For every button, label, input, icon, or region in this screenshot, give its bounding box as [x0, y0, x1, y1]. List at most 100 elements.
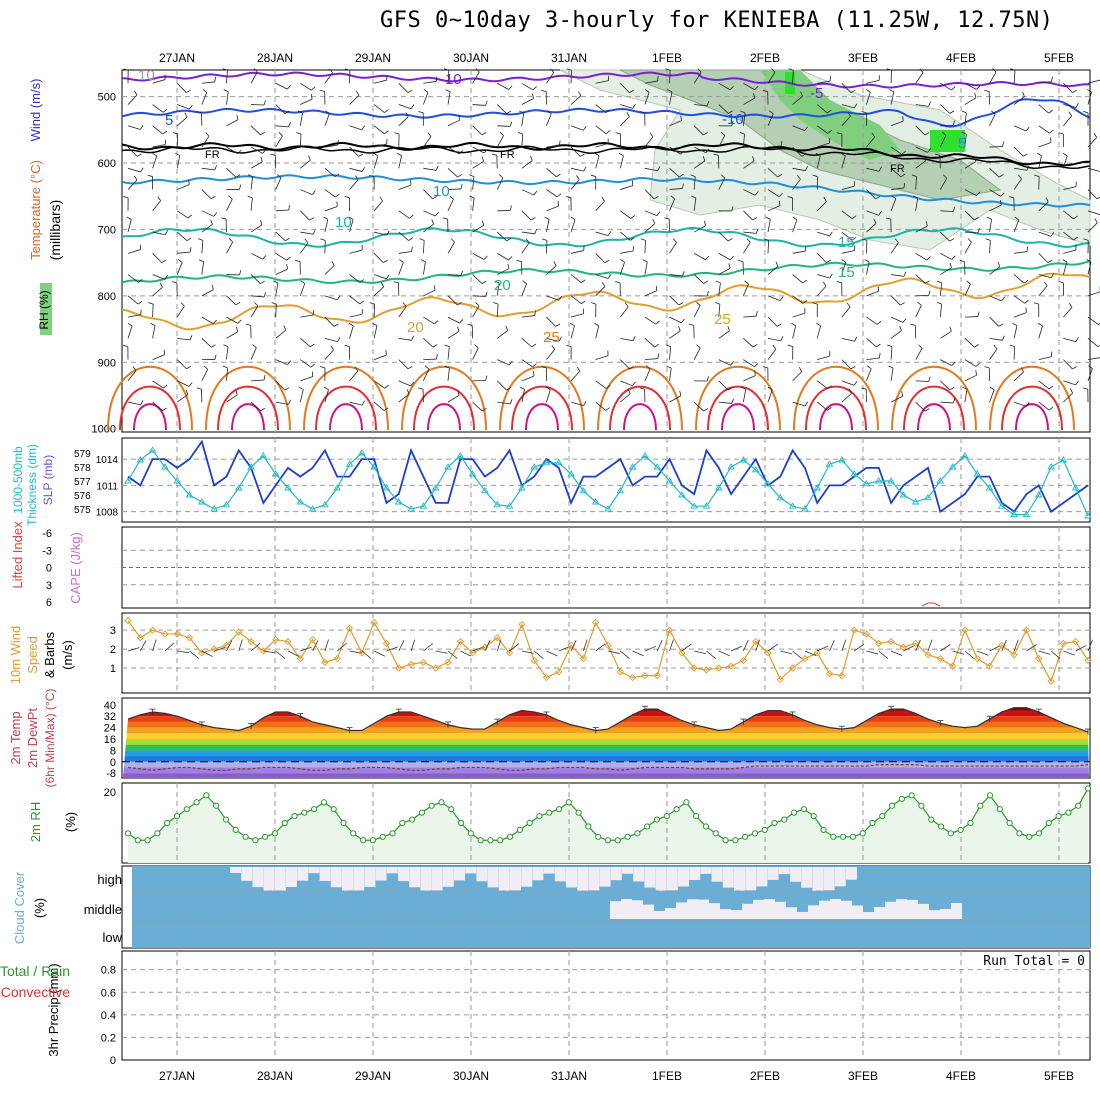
rh2m-point	[203, 792, 210, 799]
minmax-axis-label: (6hr Min/Max) (°C)	[43, 689, 57, 788]
wind-barb-flag	[642, 259, 648, 263]
wind-barb-flag	[1026, 402, 1030, 407]
wind-barb-flag	[263, 100, 266, 106]
temp-band	[123, 767, 1089, 774]
wind-barb-flag	[629, 89, 634, 93]
wind-barb	[890, 346, 893, 360]
wind-barb	[546, 189, 558, 198]
wind-barb	[989, 71, 997, 84]
wind-barb-flag	[123, 68, 129, 71]
rh2m-point	[311, 806, 318, 813]
wind-barb	[816, 253, 827, 263]
wind-barb-flag	[171, 281, 178, 284]
wind-barb-flag	[1058, 281, 1064, 284]
wind-barb-flag	[196, 387, 202, 390]
rh2m-point	[320, 799, 328, 806]
wind-barb	[177, 380, 190, 387]
thickness-point	[136, 456, 145, 463]
wind-barb	[743, 82, 755, 91]
wind-barb	[226, 199, 233, 211]
thickness-point	[407, 505, 415, 512]
wind10m-barb	[287, 650, 299, 657]
thickness-point	[591, 498, 600, 505]
wind-barb-flag	[601, 196, 605, 202]
wind-barb	[546, 72, 555, 84]
wind-barb-flag	[298, 386, 304, 390]
wind-barb-flag	[198, 238, 203, 241]
wind-barb	[472, 160, 484, 169]
wind-barb	[718, 82, 731, 91]
wind-barb-flag	[865, 89, 871, 93]
wind10m-point	[505, 649, 514, 657]
temperature-contour-loop	[1015, 403, 1049, 431]
wind-barb-flag	[801, 153, 807, 157]
wind-barb-flag	[323, 386, 329, 390]
wind-barb	[620, 250, 634, 254]
temperature-axis-label: Temperature (°C)	[28, 160, 43, 260]
wind-barb	[201, 81, 215, 84]
wind-barb-flag	[386, 230, 390, 236]
wind-barb-flag	[457, 390, 460, 396]
wind-barb-flag	[876, 320, 882, 325]
wind-barb	[841, 83, 852, 93]
cloud-mid-gap	[654, 911, 665, 919]
thickness-point	[185, 491, 194, 498]
cloud-unit-label: (%)	[32, 898, 47, 918]
thickness-point	[911, 498, 920, 505]
wind-barb-flag	[949, 387, 955, 391]
wind-barb	[398, 337, 412, 341]
li-tick-label: 3	[46, 580, 52, 592]
wind-barb-flag	[1051, 76, 1053, 82]
wind-barb	[816, 380, 828, 390]
wind-barb	[521, 338, 532, 348]
wind-barb-flag	[765, 216, 771, 220]
bottom-date-label: 1FEB	[652, 1069, 682, 1083]
wind-barb	[1038, 155, 1042, 169]
wind-barb	[447, 198, 454, 211]
wind-barb-flag	[1010, 68, 1016, 71]
wind10m-point	[801, 654, 809, 663]
wind-barb	[669, 91, 673, 105]
wind-barb	[644, 136, 654, 148]
wind-barb-flag	[706, 291, 709, 297]
wind-barb-flag	[772, 345, 777, 350]
wind-barb-flag	[678, 302, 684, 306]
contour-label: 20	[494, 277, 511, 294]
rh2m-point	[448, 806, 455, 813]
wind-barb-flag	[335, 193, 340, 198]
cloud-mid-gap	[665, 908, 676, 919]
rh2m-point	[722, 837, 729, 844]
wind-contour-line	[121, 98, 1091, 128]
wind-barb-flag	[977, 311, 980, 317]
wind-barb	[546, 219, 550, 233]
wind-barb	[989, 219, 992, 233]
cloud-mid-gap	[907, 899, 918, 919]
wind-barb	[1063, 337, 1077, 343]
wind10m-point	[259, 647, 268, 655]
wind-barb-flag	[951, 86, 956, 91]
wind-barb	[743, 283, 749, 296]
wind-barb	[201, 338, 212, 348]
wind-barb	[964, 189, 977, 196]
wind-barb-flag	[632, 103, 636, 109]
wind-barb	[127, 125, 141, 130]
wind-barb	[792, 167, 806, 172]
panel-frame-thick	[121, 437, 1091, 523]
wind-barb-flag	[738, 259, 744, 262]
wind-barb-flag	[771, 68, 776, 73]
thickness-point	[382, 484, 391, 491]
wind-barb-flag	[236, 326, 239, 332]
wind-barb-flag	[1048, 385, 1054, 390]
wind-barb	[1038, 356, 1052, 360]
wind-barb-flag	[788, 68, 794, 71]
wind10m-barb	[829, 639, 835, 652]
temperature-contour-line	[121, 226, 1091, 248]
wind-barb	[816, 104, 828, 114]
wind-barb-flag	[432, 344, 438, 348]
wind-barb-flag	[851, 215, 857, 220]
thickness-point	[518, 484, 526, 491]
cloud-high-gap	[678, 867, 689, 887]
wind-barb	[1038, 285, 1048, 297]
wind-barb-flag	[517, 132, 523, 135]
wind-barb-flag	[841, 259, 846, 263]
